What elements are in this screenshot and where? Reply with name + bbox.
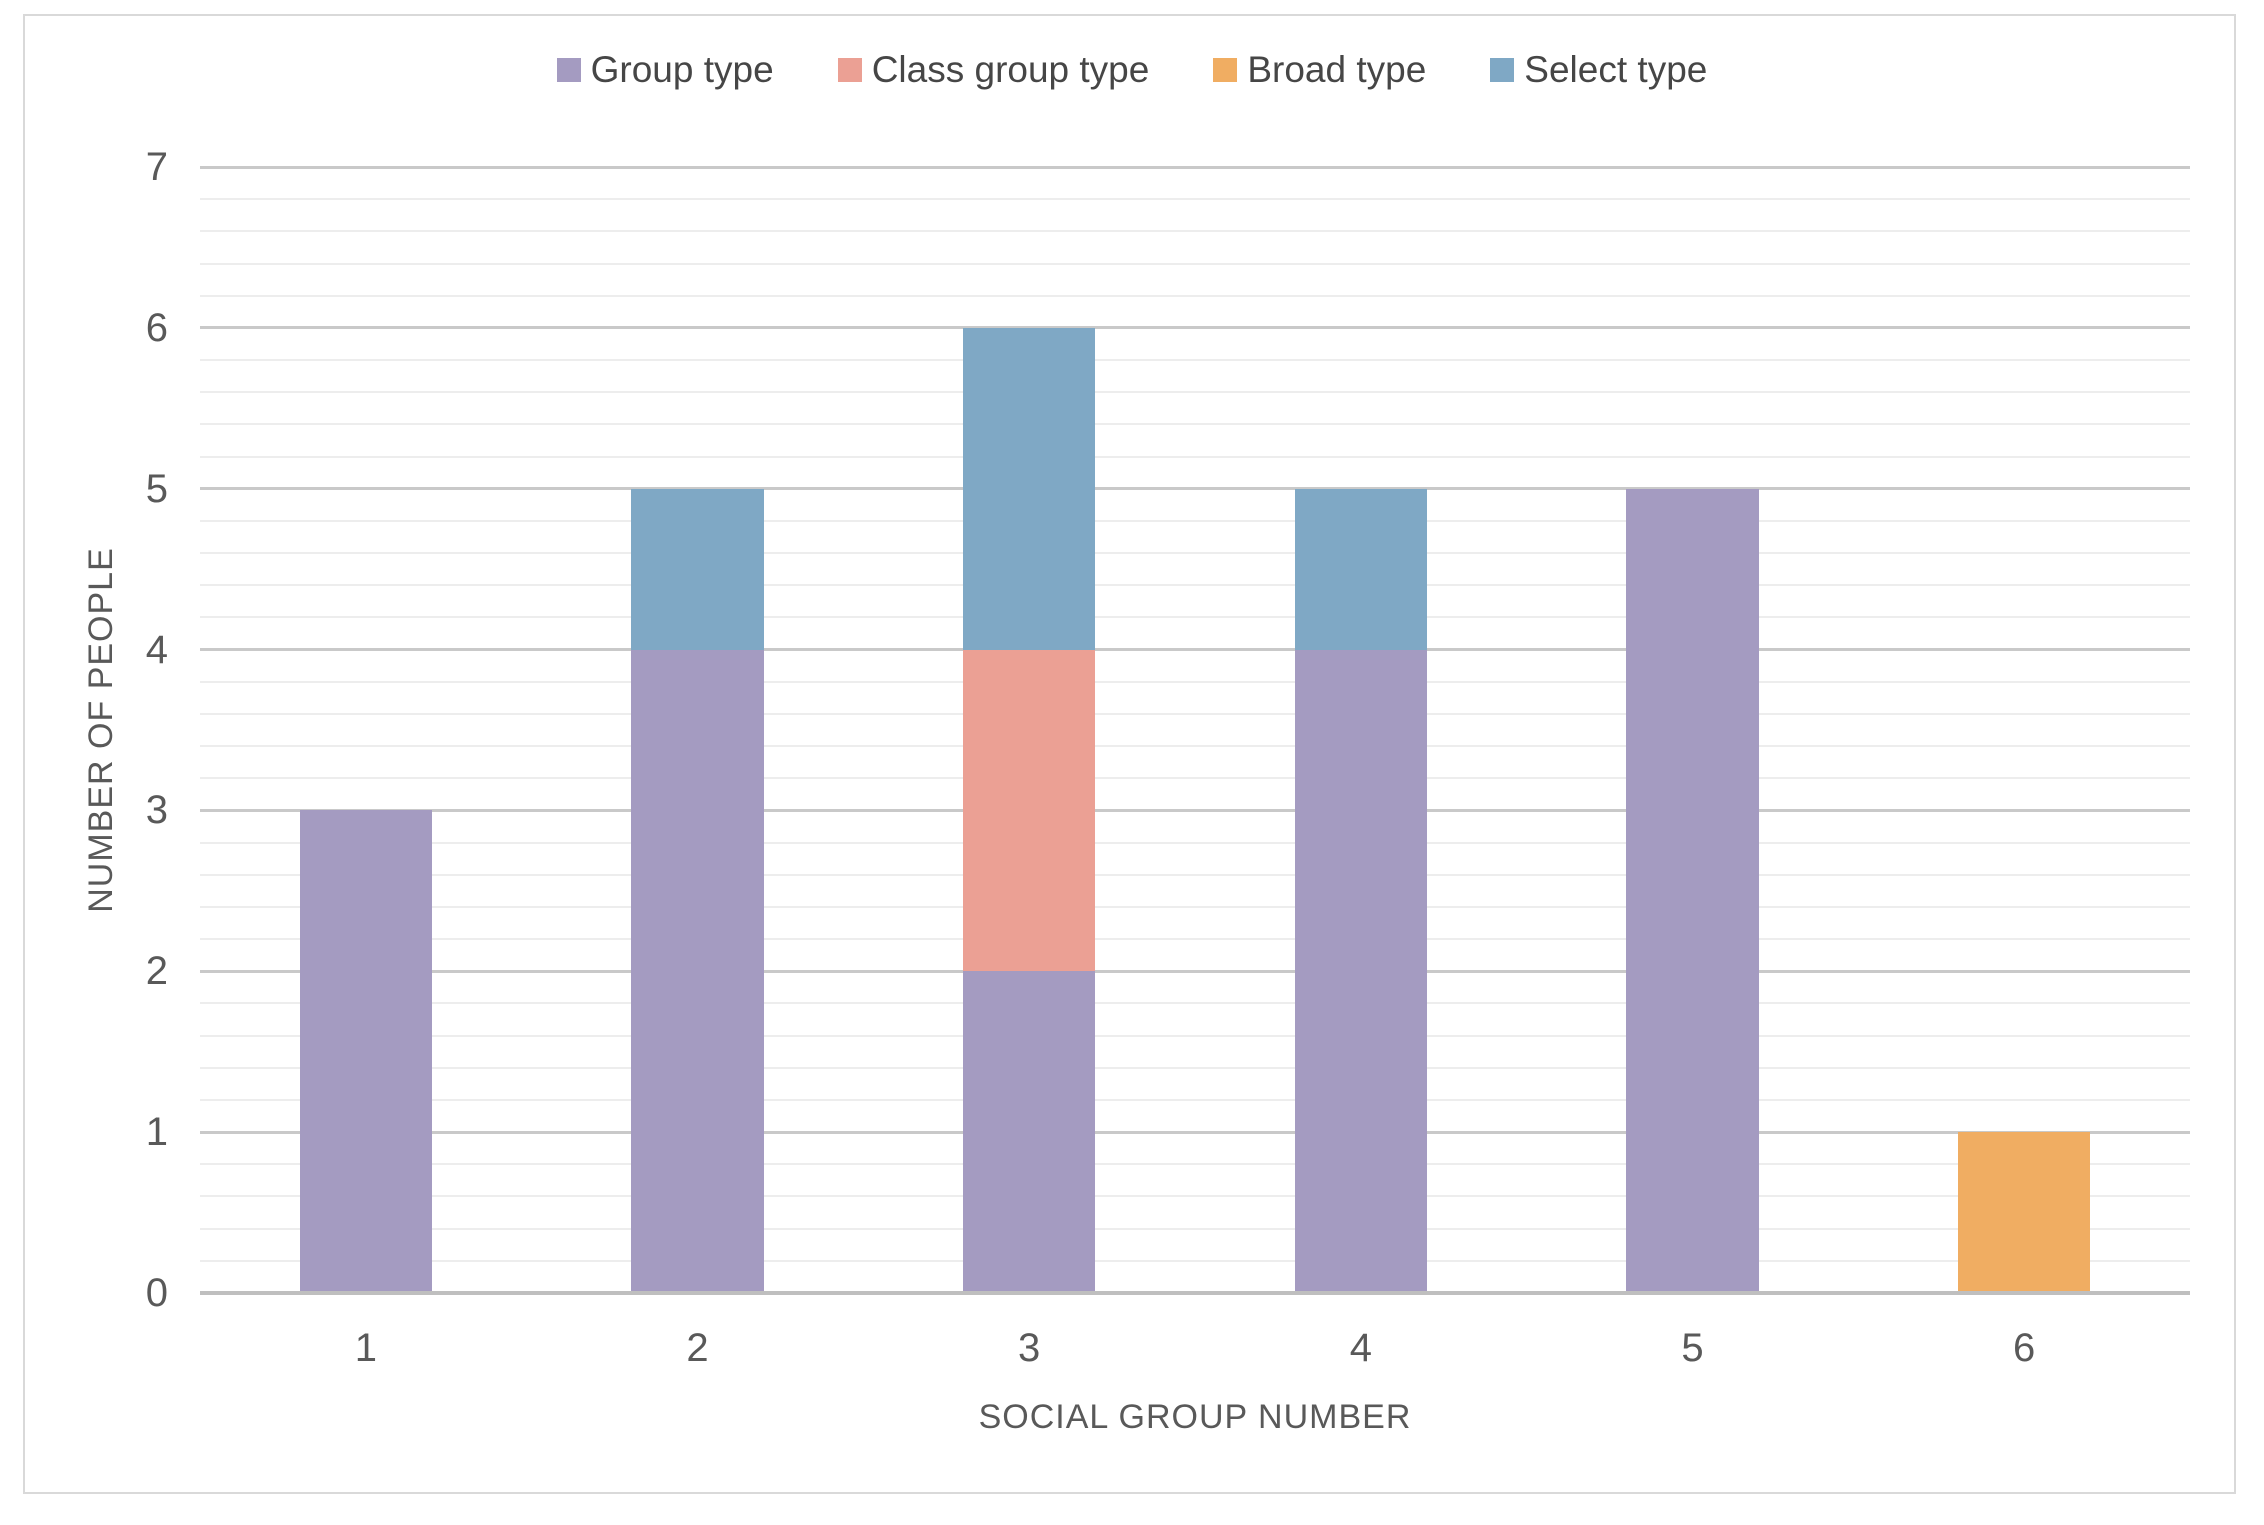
bar-segment-broad-type <box>1957 1132 2091 1293</box>
x-tick-label: 4 <box>1349 1326 1372 1370</box>
bar-segment-group-type <box>631 649 764 1293</box>
bar-segment-select-type <box>631 488 764 650</box>
bar-segment-group-type <box>299 810 433 1293</box>
y-tick-label: 6 <box>145 305 168 350</box>
bar-segment-group-type <box>1294 649 1428 1293</box>
legend-label: Broad type <box>1247 49 1427 90</box>
legend-item: Class group type <box>837 49 1150 91</box>
y-tick-label: 0 <box>145 1271 168 1315</box>
y-tick-label: 7 <box>145 145 168 189</box>
legend-label: Class group type <box>871 49 1150 90</box>
legend-swatch-icon <box>1213 58 1238 82</box>
legend-label: Select type <box>1524 49 1708 90</box>
legend-item: Select type <box>1490 49 1707 91</box>
y-tick-label: 1 <box>145 1110 168 1155</box>
legend-item: Group type <box>556 49 774 91</box>
x-tick-label: 3 <box>1018 1326 1041 1370</box>
legend-item: Broad type <box>1213 49 1426 91</box>
y-tick-label: 3 <box>145 788 168 833</box>
y-tick-label: 5 <box>145 466 168 511</box>
bar-segment-select-type <box>1294 488 1428 650</box>
x-axis-title: SOCIAL GROUP NUMBER <box>978 1398 1412 1436</box>
bar-segment-group-type <box>1626 488 1759 1293</box>
x-tick-label: 5 <box>1681 1326 1704 1370</box>
legend-swatch-icon <box>1490 58 1515 82</box>
bar-segment-class-group-type <box>962 649 1096 972</box>
x-tick-label: 2 <box>686 1326 709 1370</box>
bar-segment-group-type <box>962 971 1096 1293</box>
x-tick-label: 6 <box>2013 1326 2036 1370</box>
y-tick-label: 2 <box>145 949 168 994</box>
x-tick-label: 1 <box>354 1326 377 1370</box>
y-axis-title-text: NUMBER OF PEOPLE <box>82 547 120 913</box>
legend-label: Group type <box>590 49 774 90</box>
y-tick-label: 4 <box>145 627 168 672</box>
legend-swatch-icon <box>556 58 581 82</box>
chart-legend: Group type Class group type Broad type Sele… <box>0 46 2264 94</box>
bar-segment-select-type <box>962 327 1096 650</box>
legend-swatch-icon <box>837 58 862 82</box>
